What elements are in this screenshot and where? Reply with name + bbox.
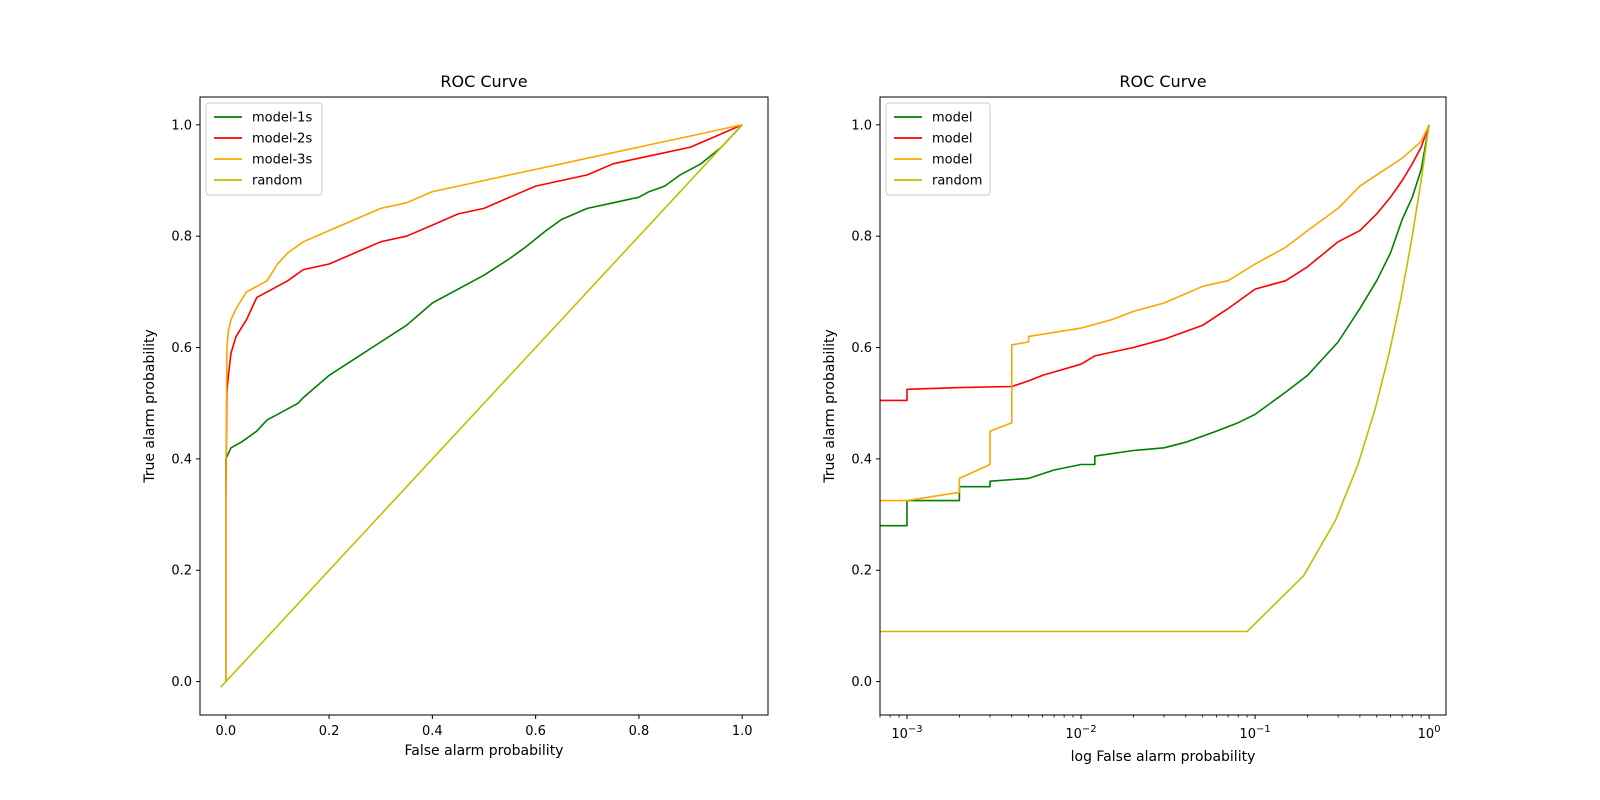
- roc-log-panel: 0.0 0.2 0.4 0.6 0.8 1.0 10−3 10−2 10−1 100 ROC Cur…: [822, 72, 1447, 765]
- y-tick-label: 1.0: [851, 118, 872, 133]
- x-tick-label: 10−3: [891, 724, 922, 742]
- y-axis-label: True alarm probability: [822, 329, 838, 484]
- series-line-model-2s-1: [225, 124, 743, 682]
- y-axis-label: True alarm probability: [142, 329, 158, 484]
- series-line-model-3s-2: [225, 124, 743, 682]
- series-line-random-3: [880, 124, 1430, 633]
- axes-frame: [879, 96, 1447, 716]
- x-axis-label: log False alarm probability: [1071, 749, 1256, 765]
- series-group: [220, 124, 743, 688]
- x-tick-label: 0.0: [215, 724, 236, 739]
- x-tick-label: 100: [1418, 724, 1441, 742]
- legend: model-1s model-2s model-3s random: [205, 102, 323, 196]
- chart-title: ROC Curve: [1119, 72, 1206, 91]
- series-line-model-0: [880, 124, 1430, 527]
- y-tick-label: 0.6: [851, 341, 872, 356]
- series-line-model-1: [880, 124, 1430, 402]
- series-line-model-1s-0: [225, 124, 743, 682]
- y-tick-label: 0.0: [171, 675, 192, 690]
- y-tick-label: 0.0: [851, 675, 872, 690]
- series-line-random-3: [220, 124, 743, 688]
- y-tick-label: 0.2: [851, 564, 872, 579]
- legend-label: random: [252, 174, 302, 189]
- y-tick-label: 0.8: [851, 230, 872, 245]
- x-tick-label: 0.2: [319, 724, 340, 739]
- series-line-model-2: [880, 124, 1430, 502]
- x-tick-label: 0.6: [525, 724, 546, 739]
- axes-frame: [199, 96, 769, 716]
- legend-box: [885, 102, 991, 196]
- legend-label: model-3s: [252, 153, 312, 168]
- x-tick-label: 1.0: [732, 724, 753, 739]
- legend-label: model: [932, 111, 972, 126]
- series-group: [880, 124, 1430, 633]
- x-tick-label: 0.4: [422, 724, 443, 739]
- legend-box: [205, 102, 323, 196]
- legend-label: model-2s: [252, 132, 312, 147]
- legend: model model model random: [885, 102, 991, 196]
- y-tick-label: 0.6: [171, 341, 192, 356]
- roc-linear-panel: 0.0 0.2 0.4 0.6 0.8 1.0 0.0 0.2 0.4 0.6 0.8 1.0 ROC …: [142, 72, 769, 759]
- y-tick-label: 0.2: [171, 564, 192, 579]
- legend-label: model: [932, 153, 972, 168]
- y-tick-label: 0.8: [171, 230, 192, 245]
- x-tick-label: 0.8: [629, 724, 650, 739]
- x-tick-label: 10−2: [1065, 724, 1096, 742]
- y-tick-label: 1.0: [171, 118, 192, 133]
- x-tick-label: 10−1: [1239, 724, 1270, 742]
- y-tick-label: 0.4: [851, 452, 872, 467]
- legend-label: random: [932, 174, 982, 189]
- legend-label: model: [932, 132, 972, 147]
- legend-label: model-1s: [252, 111, 312, 126]
- y-tick-label: 0.4: [171, 452, 192, 467]
- chart-title: ROC Curve: [440, 72, 527, 91]
- x-axis-label: False alarm probability: [405, 743, 564, 759]
